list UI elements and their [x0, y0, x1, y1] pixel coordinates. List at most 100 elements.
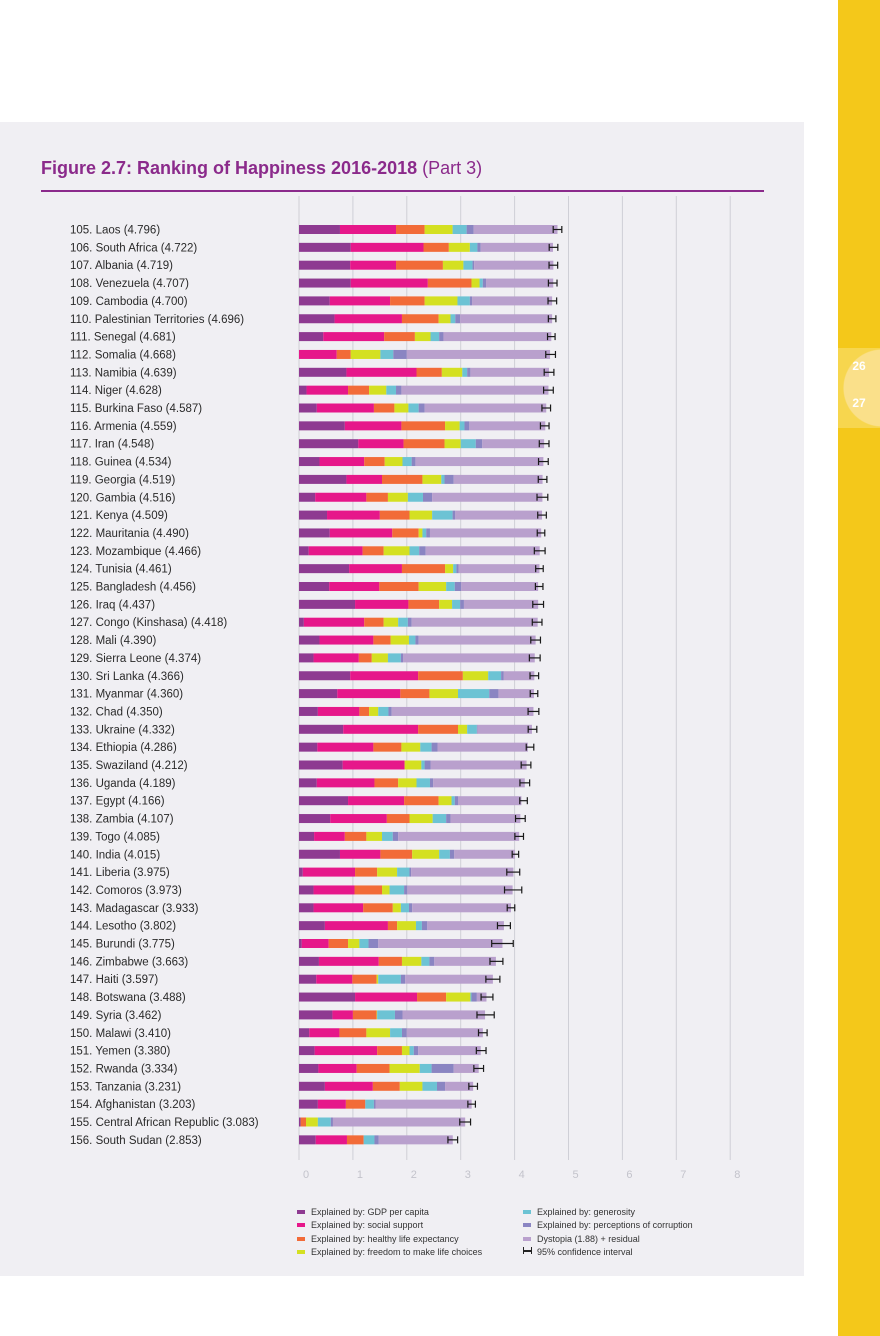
bar-segment-corruption — [452, 510, 456, 520]
bar-segment-corruption — [374, 1135, 379, 1145]
bar-segment-dystopia — [415, 457, 544, 467]
bar-segment-corruption — [471, 992, 477, 1002]
bar-segment-generosity — [470, 992, 472, 1002]
bar-segment-freedom — [418, 582, 447, 591]
bar-segment-gdp — [299, 778, 317, 788]
bar-segment-corruption — [415, 635, 419, 645]
bar-segment-generosity — [387, 653, 401, 663]
bar-segment-generosity — [460, 439, 476, 449]
bar-segment-generosity — [446, 582, 455, 591]
bar-segment-health — [401, 564, 446, 574]
row-label: 112. Somalia (4.668) — [70, 349, 176, 361]
bar-segment-gdp — [299, 492, 316, 502]
bar-segment-dystopia — [443, 332, 552, 342]
bar-segment-generosity — [365, 1099, 374, 1109]
bar-segment-dystopia — [458, 564, 540, 574]
row-label: 142. Comoros (3.973) — [70, 885, 182, 897]
ci-icon — [523, 1246, 532, 1256]
bar-segment-generosity — [479, 278, 483, 288]
row-label: 155. Central African Republic (3.083) — [70, 1117, 259, 1129]
bar-segment-dystopia — [411, 867, 514, 877]
legend-swatch — [523, 1223, 531, 1227]
bar-segment-gdp — [299, 1028, 310, 1038]
bar-segment-social — [346, 367, 417, 377]
row-label: 109. Cambodia (4.700) — [70, 296, 188, 308]
bar-segment-freedom — [445, 564, 454, 574]
bar-segment-generosity — [390, 1028, 402, 1038]
bar-segment-social — [301, 939, 329, 948]
bar-segment-gdp — [299, 439, 359, 449]
x-tick-label: 7 — [680, 1169, 686, 1181]
bar-segment-dystopia — [454, 849, 515, 859]
bar-segment-corruption — [422, 492, 433, 502]
bar-segment-gdp — [299, 510, 328, 520]
bar-segment-freedom — [445, 421, 460, 431]
bar-segment-social — [350, 242, 424, 252]
row-label: 143. Madagascar (3.933) — [70, 903, 199, 915]
bar-segment-social — [316, 403, 374, 413]
bar-segment-freedom — [409, 814, 433, 824]
bar-segment-social — [314, 1046, 378, 1056]
bar-segment-dystopia — [482, 439, 545, 449]
bar-segment-gdp — [299, 260, 351, 270]
row-label: 130. Sri Lanka (4.366) — [70, 671, 184, 683]
bar-segment-health — [416, 367, 442, 377]
bar-segment-gdp — [299, 706, 318, 716]
row-label: 138. Zambia (4.107) — [70, 814, 174, 826]
bar-segment-dystopia — [503, 671, 535, 681]
bar-segment-social — [330, 814, 387, 824]
page-number-27[interactable]: 27 — [852, 396, 866, 410]
bar-segment-social — [316, 778, 375, 788]
bar-segment-dystopia — [391, 706, 534, 716]
bar-segment-freedom — [438, 314, 451, 324]
legend-label: Explained by: healthy life expectancy — [311, 1234, 459, 1244]
bar-segment-freedom — [369, 385, 387, 395]
bar-segment-generosity — [409, 546, 420, 556]
bar-segment-generosity — [317, 1117, 331, 1127]
bar-segment-health — [348, 385, 370, 395]
bar-segment-dystopia — [412, 903, 511, 913]
bar-segment-corruption — [464, 421, 470, 431]
bar-segment-freedom — [383, 617, 399, 627]
bar-segment-dystopia — [378, 1135, 453, 1145]
bar-segment-gdp — [299, 617, 304, 627]
bar-segment-gdp — [299, 457, 320, 467]
row-label: 135. Swaziland (4.212) — [70, 760, 188, 772]
bar-segment-gdp — [299, 296, 330, 306]
row-label: 129. Sierra Leone (4.374) — [70, 653, 201, 665]
row-label: 141. Liberia (3.975) — [70, 867, 170, 879]
bar-segment-social — [317, 1099, 346, 1109]
bar-segment-corruption — [475, 439, 483, 449]
bar-segment-freedom — [458, 724, 468, 734]
bar-segment-dystopia — [434, 956, 496, 966]
bar-segment-social — [329, 582, 380, 591]
row-label: 113. Namibia (4.639) — [70, 367, 177, 379]
bar-segment-dystopia — [406, 349, 551, 359]
row-label: 128. Mali (4.390) — [70, 635, 156, 647]
row-label: 121. Kenya (4.509) — [70, 510, 168, 522]
legend-label: Explained by: GDP per capita — [311, 1207, 429, 1217]
row-label: 154. Afghanistan (3.203) — [70, 1099, 195, 1111]
legend-label: Explained by: social support — [311, 1220, 424, 1230]
bar-segment-health — [386, 814, 410, 824]
bar-segment-freedom — [348, 939, 360, 948]
bar-segment-gdp — [299, 653, 314, 663]
bar-segment-freedom — [424, 225, 453, 234]
bar-segment-generosity — [419, 1063, 432, 1073]
bar-segment-dystopia — [418, 1046, 481, 1056]
bar-segment-freedom — [441, 367, 463, 377]
bar-segment-gdp — [299, 474, 347, 484]
bar-segment-dystopia — [445, 1081, 474, 1091]
legend-label: Dystopia (1.88) + residual — [537, 1234, 640, 1244]
bar-segment-dystopia — [427, 921, 504, 931]
bar-segment-health — [423, 242, 449, 252]
bar-segment-corruption — [455, 314, 461, 324]
bar-segment-gdp — [299, 564, 350, 574]
bar-segment-social — [299, 349, 337, 359]
bar-segment-gdp — [299, 671, 351, 681]
page-number-26[interactable]: 26 — [852, 359, 866, 373]
bar-segment-dystopia — [402, 1010, 486, 1020]
bar-segment-dystopia — [486, 278, 554, 288]
bar-segment-health — [417, 992, 447, 1002]
